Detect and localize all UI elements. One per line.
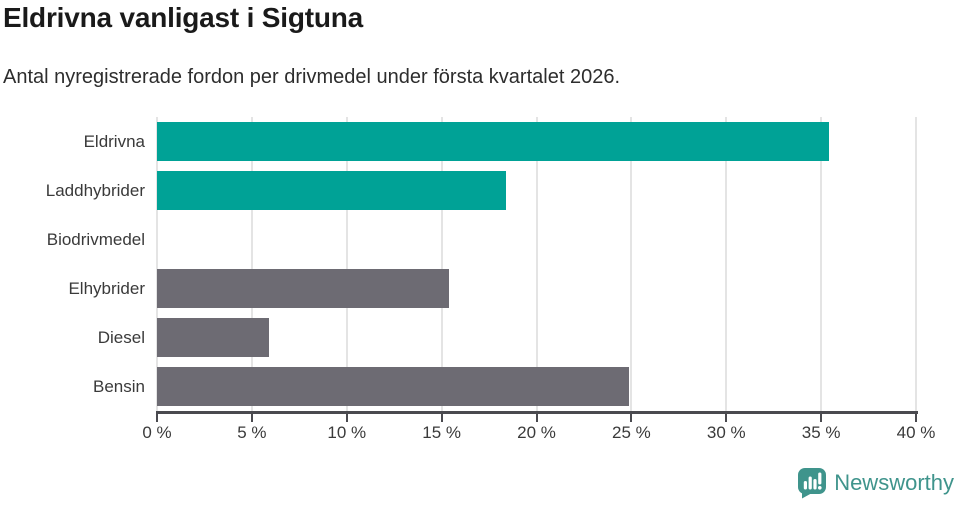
- category-label-elhybrider: Elhybrider: [68, 278, 145, 298]
- category-label-biodrivmedel: Biodrivmedel: [46, 229, 145, 249]
- gridline-20: [535, 117, 538, 411]
- x-tick-mark-5: [250, 414, 253, 422]
- bar-laddhybrider: [157, 171, 507, 210]
- gridline-5: [250, 117, 253, 411]
- x-tick-mark-0: [156, 414, 158, 422]
- gridline-35: [820, 117, 823, 411]
- x-tick-label-40: 40 %: [896, 423, 936, 442]
- x-tick-label-5: 5 %: [237, 423, 267, 442]
- x-axis-ticks: 0 % 5 % 10 % 15 % 20 % 25 % 30 % 35 % 40 %: [142, 414, 935, 454]
- bar-row-eldrivna: [157, 117, 916, 166]
- x-tick-mark-15: [440, 414, 443, 422]
- x-tick-label-35: 35 %: [801, 423, 841, 442]
- gridline-40: [915, 117, 917, 411]
- gridline-30: [725, 117, 728, 411]
- x-tick-label-10: 10 %: [327, 423, 367, 442]
- y-axis-category-labels: Eldrivna Laddhybrider Biodrivmedel Elhybrid…: [0, 117, 145, 411]
- newsworthy-speech-bubble-chart-icon: [798, 468, 827, 499]
- plot-area: [156, 117, 917, 411]
- gridline-0: [156, 117, 158, 411]
- x-tick-mark-35: [820, 414, 823, 422]
- category-label-diesel: Diesel: [97, 327, 145, 347]
- bar-bensin: [157, 367, 630, 406]
- x-tick-label-0: 0 %: [142, 423, 172, 442]
- bar-row-diesel: [157, 313, 916, 362]
- x-tick-mark-25: [630, 414, 633, 422]
- gridline-10: [345, 117, 348, 411]
- bar-row-elhybrider: [157, 264, 916, 313]
- newsworthy-wordmark: Newsworthy: [834, 470, 954, 495]
- chart-title: Eldrivna vanligast i Sigtuna: [3, 2, 364, 33]
- x-tick-label-30: 30 %: [706, 423, 746, 442]
- bar-row-biodrivmedel: [157, 215, 916, 264]
- gridline-15: [440, 117, 443, 411]
- gridline-25: [630, 117, 633, 411]
- chart-subtitle: Antal nyregistrerade fordon per drivmede…: [3, 66, 621, 88]
- x-tick-mark-30: [725, 414, 728, 422]
- x-tick-mark-20: [535, 414, 538, 422]
- bar-rows: [157, 117, 916, 411]
- bar-diesel: [157, 318, 269, 357]
- x-tick-mark-40: [915, 414, 917, 422]
- bar-elhybrider: [157, 269, 450, 308]
- x-tick-label-20: 20 %: [517, 423, 556, 442]
- bar-eldrivna: [157, 122, 829, 161]
- bar-row-laddhybrider: [157, 166, 916, 215]
- newsworthy-logo: Newsworthy: [797, 467, 954, 499]
- category-label-laddhybrider: Laddhybrider: [45, 180, 145, 200]
- x-tick-label-25: 25 %: [612, 423, 651, 442]
- x-axis-line: [156, 411, 918, 414]
- x-tick-mark-10: [345, 414, 348, 422]
- category-label-eldrivna: Eldrivna: [83, 131, 145, 151]
- bar-row-bensin: [157, 362, 916, 411]
- x-tick-label-15: 15 %: [422, 423, 461, 442]
- category-label-bensin: Bensin: [93, 376, 145, 396]
